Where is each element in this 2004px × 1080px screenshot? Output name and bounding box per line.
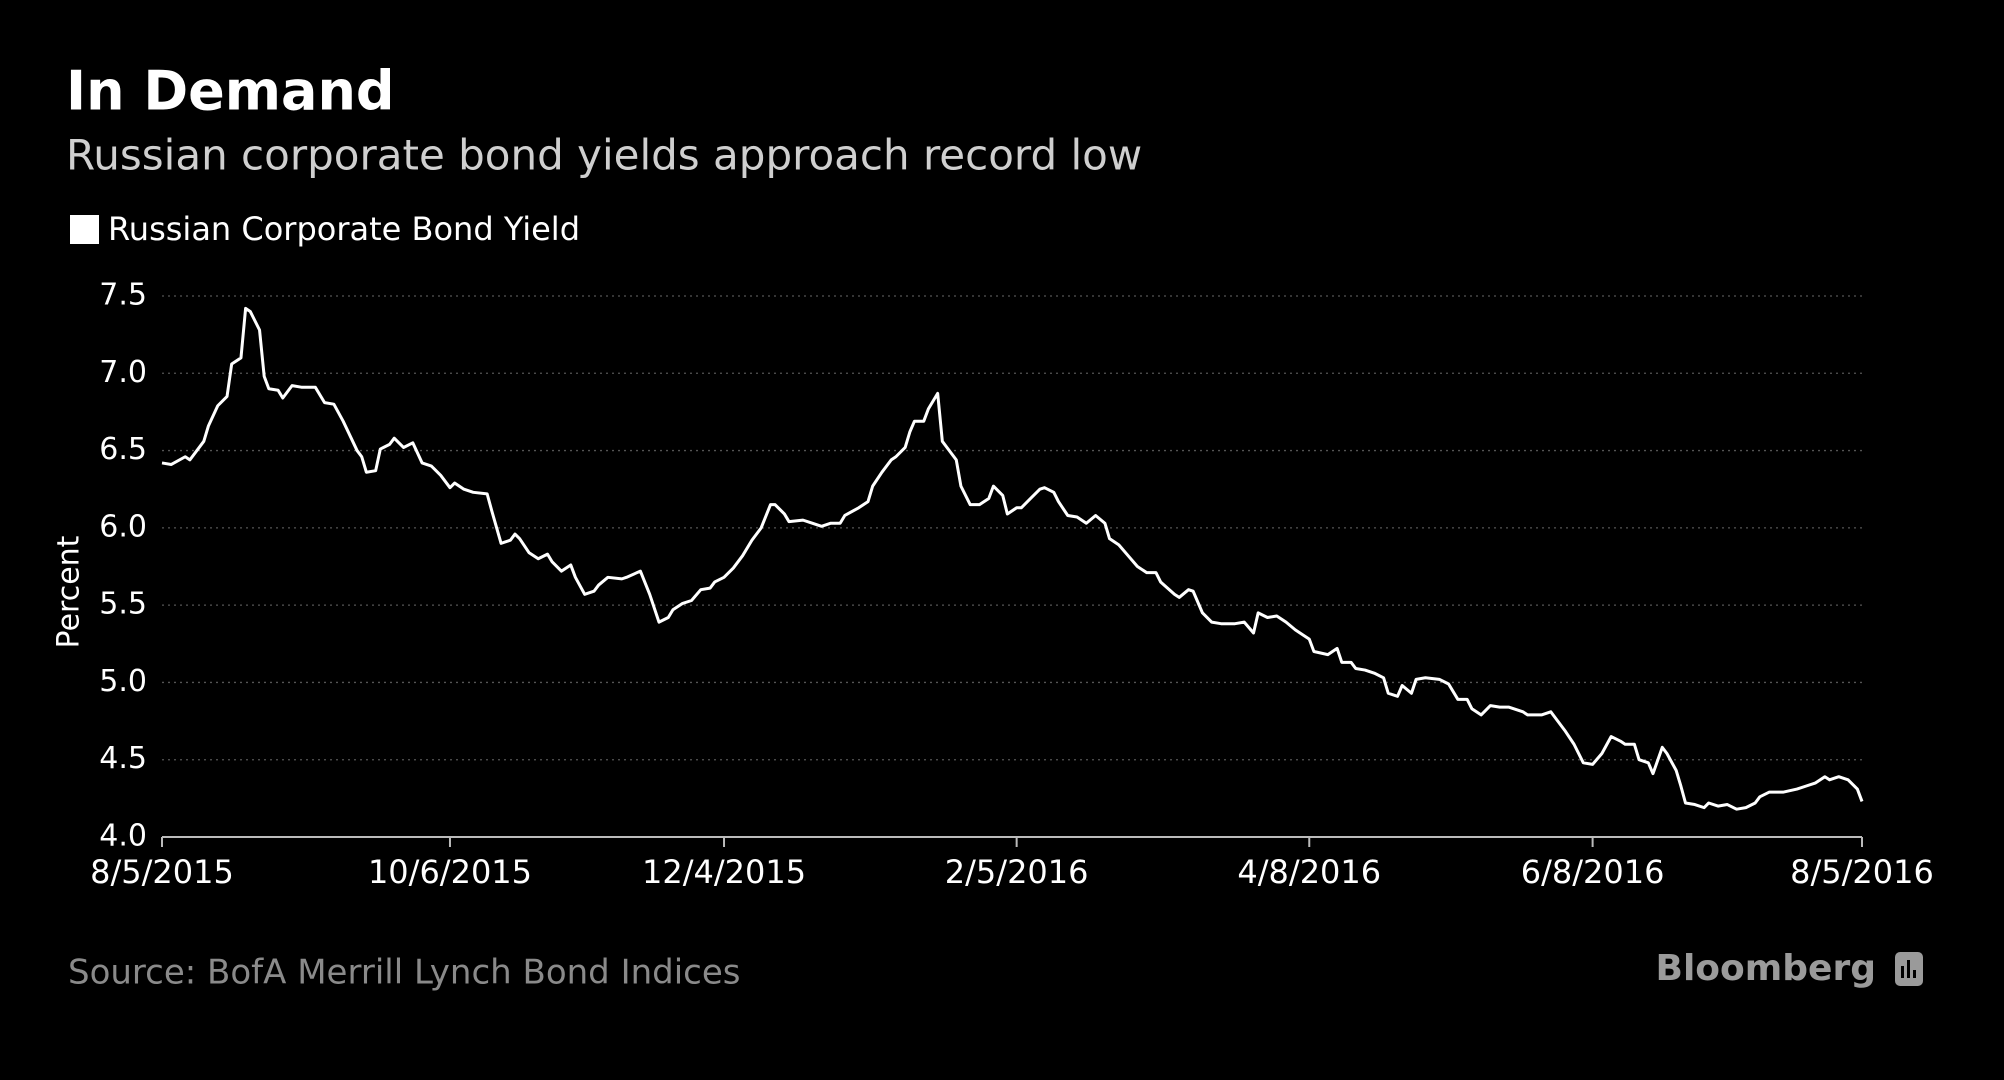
brand-logo: Bloomberg [1656, 948, 1876, 989]
brand-icon-bar [1901, 966, 1904, 978]
source-note: Source: BofA Merrill Lynch Bond Indices [68, 953, 741, 993]
x-tick-label: 12/4/2015 [642, 853, 806, 891]
brand-icon [1895, 952, 1923, 986]
y-tick-label: 7.5 [99, 278, 147, 313]
data-line [161, 306, 1864, 811]
y-tick-label: 7.0 [99, 355, 147, 390]
x-tick-label: 6/8/2016 [1521, 853, 1665, 891]
brand-icon-bar [1913, 970, 1916, 978]
y-tick-label: 6.5 [99, 432, 147, 467]
y-tick-label: 5.0 [99, 664, 147, 699]
chart-title: In Demand [66, 60, 395, 123]
x-tick-label: 8/5/2015 [90, 853, 234, 891]
y-tick-label: 4.0 [99, 819, 147, 854]
legend-swatch [70, 215, 99, 244]
y-tick-label: 5.5 [99, 587, 147, 622]
chart-subtitle: Russian corporate bond yields approach r… [66, 131, 1142, 180]
x-tick-label: 8/5/2016 [1790, 853, 1934, 891]
y-axis-label: Percent [52, 535, 87, 648]
y-tick-label: 4.5 [99, 741, 147, 776]
x-tick-label: 10/6/2015 [368, 853, 532, 891]
x-tick-label: 4/8/2016 [1237, 853, 1381, 891]
brand-icon-bar [1907, 960, 1910, 978]
y-tick-label: 6.0 [99, 509, 147, 544]
legend-label: Russian Corporate Bond Yield [108, 210, 580, 248]
x-tick-label: 2/5/2016 [945, 853, 1089, 891]
